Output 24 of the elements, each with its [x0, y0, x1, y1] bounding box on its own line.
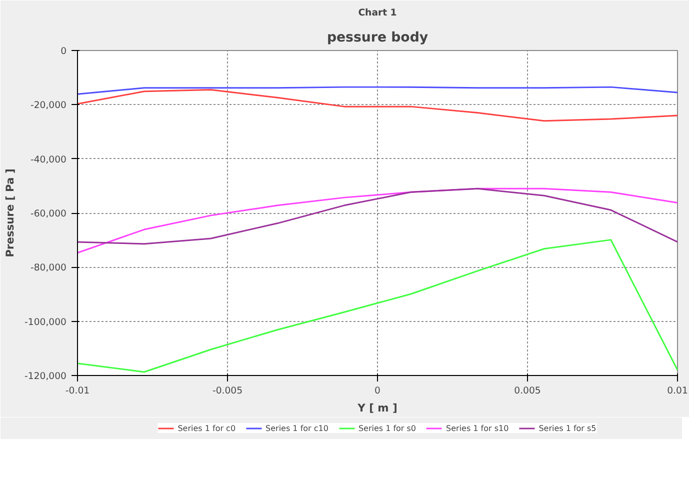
line-series — [78, 86, 678, 95]
y-tick-label: 0 — [60, 46, 67, 57]
y-tick-label: -100,000 — [24, 316, 67, 328]
chart-subtitle: Chart 1 — [358, 8, 397, 18]
x-axis-title: Y [ m ] — [356, 402, 398, 414]
legend-label: Series 1 for s0 — [358, 423, 416, 433]
x-tick-label: -0.01 — [65, 386, 90, 396]
y-axis-title: Pressure [ Pa ] — [4, 168, 17, 258]
legend-label: Series 1 for s5 — [538, 423, 596, 433]
x-tick-label: -0.005 — [212, 386, 243, 396]
x-tick-label: 0.005 — [514, 386, 541, 396]
chart-title: pessure body — [326, 30, 428, 46]
y-tick-label: -60,000 — [30, 208, 67, 220]
y-tick-label: -120,000 — [24, 371, 67, 382]
y-tick-label: -20,000 — [30, 100, 67, 112]
legend-label: Series 1 for c0 — [178, 423, 236, 433]
line-series — [78, 89, 678, 122]
x-tick-label: 0 — [374, 386, 381, 396]
line-series — [78, 239, 678, 373]
legend-label: Series 1 for s10 — [446, 423, 509, 433]
y-tick-label: -40,000 — [30, 154, 67, 166]
legend-label: Series 1 for c10 — [266, 423, 328, 433]
y-tick-label: -80,000 — [30, 262, 67, 274]
x-tick-label: 0.01 — [667, 386, 688, 396]
